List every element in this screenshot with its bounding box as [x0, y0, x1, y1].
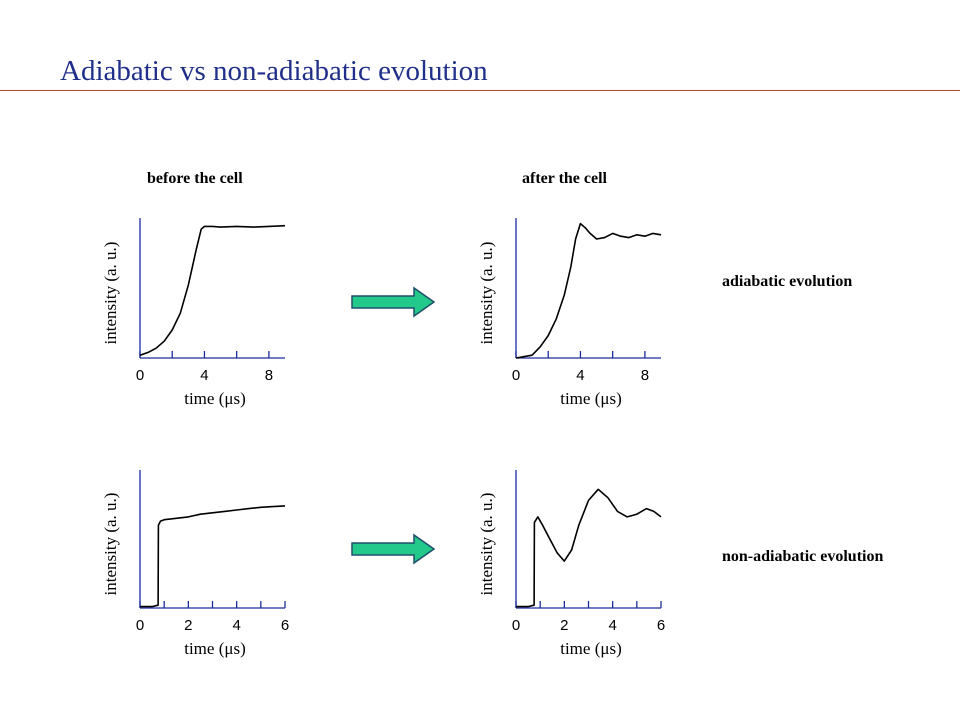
- data-trace-line: [140, 505, 286, 608]
- x-axis-label: time (μs): [560, 639, 622, 658]
- x-tick-label: 8: [265, 367, 273, 384]
- y-axis-label: intensity (a. u.): [101, 493, 120, 596]
- right-arrow-icon: [351, 286, 436, 318]
- y-axis-label: intensity (a. u.): [477, 493, 496, 596]
- y-axis-label: intensity (a. u.): [477, 242, 496, 345]
- title-underline: [0, 90, 960, 91]
- x-tick-label: 2: [184, 617, 192, 634]
- before-cell-heading: before the cell: [147, 170, 243, 187]
- data-trace-line: [139, 224, 286, 356]
- chart-panel-non-adiabatic-before: 0 2 4 6 time (μs) intensity (a. u.): [101, 470, 289, 658]
- x-axis-label: time (μs): [184, 639, 246, 658]
- non-adiabatic-label: non-adiabatic evolution: [722, 548, 884, 565]
- x-tick-label: 0: [512, 367, 520, 384]
- x-tick-label: 0: [136, 617, 144, 634]
- after-cell-heading: after the cell: [522, 170, 607, 187]
- page-title: Adiabatic vs non-adiabatic evolution: [60, 55, 488, 87]
- chart-panel-adiabatic-before: 0 4 8 time (μs) intensity (a. u.): [101, 218, 286, 408]
- data-trace-line: [515, 222, 662, 359]
- adiabatic-label: adiabatic evolution: [722, 273, 853, 290]
- x-tick-label: 4: [576, 367, 584, 384]
- x-tick-label: 4: [232, 617, 240, 634]
- x-tick-label: 2: [560, 617, 568, 634]
- data-trace-line: [516, 488, 662, 608]
- chart-panel-non-adiabatic-after: 0 2 4 6 time (μs) intensity (a. u.): [477, 470, 665, 658]
- x-tick-label: 4: [200, 367, 208, 384]
- y-axis-label: intensity (a. u.): [101, 242, 120, 345]
- x-tick-label: 8: [641, 367, 649, 384]
- x-axis-label: time (μs): [184, 389, 246, 408]
- x-tick-label: 6: [657, 617, 665, 634]
- chart-panel-adiabatic-after: 0 4 8 time (μs) intensity (a. u.): [477, 218, 662, 408]
- x-tick-label: 4: [608, 617, 616, 634]
- x-axis-label: time (μs): [560, 389, 622, 408]
- right-arrow-icon: [351, 533, 436, 565]
- x-tick-label: 0: [136, 367, 144, 384]
- x-tick-label: 0: [512, 617, 520, 634]
- x-tick-label: 6: [281, 617, 289, 634]
